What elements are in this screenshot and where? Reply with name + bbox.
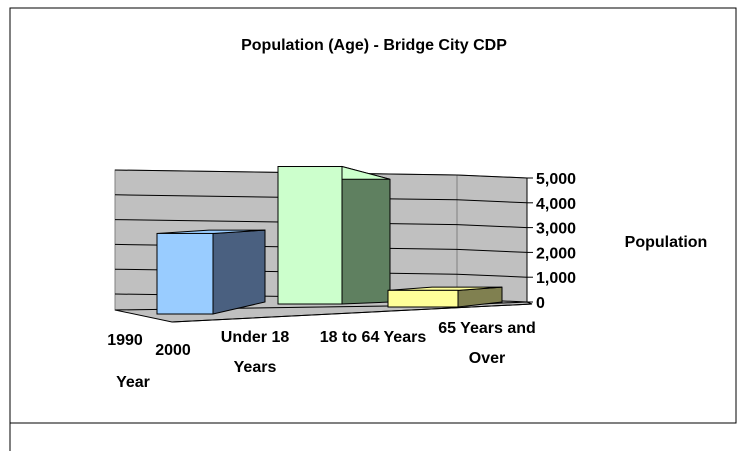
- depth-tick-label: 1990: [107, 332, 143, 349]
- y-tick-label: 1,000: [536, 270, 576, 287]
- bar: [156, 232, 214, 315]
- bar-side: [212, 229, 266, 315]
- grid-line: [114, 219, 528, 229]
- y-tick-label: 5,000: [536, 171, 576, 188]
- x-tick-label: 65 Years and Over: [438, 320, 536, 367]
- y-tick-label: 2,000: [536, 245, 576, 262]
- bar-side: [341, 165, 391, 305]
- x-tick-label: Under 18 Years: [220, 329, 290, 376]
- depth-axis-label: Year: [116, 374, 150, 391]
- x-tick-label: 18 to 64 Years: [319, 329, 427, 346]
- y-axis-label: Population: [624, 234, 708, 251]
- bar: [277, 166, 343, 305]
- grid-line: [114, 169, 528, 179]
- x-axis: [171, 303, 533, 323]
- y-tick-label: 3,000: [536, 221, 576, 238]
- y-tick-label: 4,000: [536, 196, 576, 213]
- depth-tick-label: 2000: [155, 342, 191, 359]
- y-tick-label: 0: [536, 295, 545, 312]
- chart-title: Population (Age) - Bridge City CDP: [241, 37, 507, 54]
- bar: [387, 289, 459, 308]
- grid-line: [114, 194, 528, 204]
